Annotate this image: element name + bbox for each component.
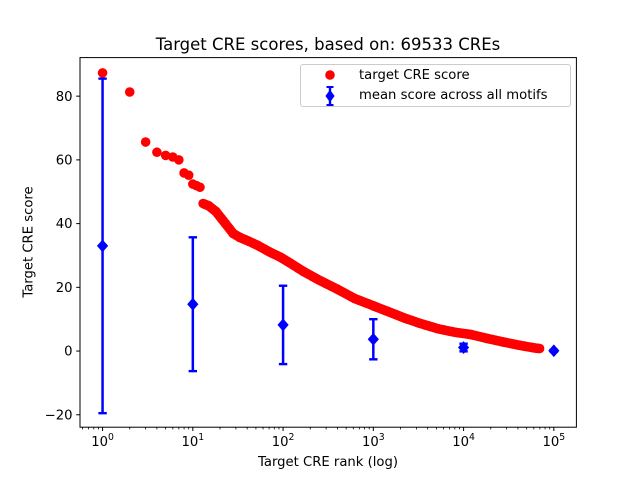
y-tick-label: 0 xyxy=(64,345,72,360)
legend-item-mean-score: mean score across all motifs xyxy=(301,85,570,107)
y-axis-label: Target CRE score xyxy=(21,186,37,298)
legend-label: mean score across all motifs xyxy=(359,88,548,104)
x-tick-label: 101 xyxy=(181,432,204,450)
blue-diamond-errorbar-icon xyxy=(301,85,359,107)
red-series-target-cre-score xyxy=(97,68,545,354)
x-tick-label: 104 xyxy=(452,432,475,450)
x-axis-ticks: 100 101 102 103 104 105 xyxy=(82,427,565,450)
x-tick-label: 105 xyxy=(542,432,565,450)
x-tick-label: 103 xyxy=(362,432,385,450)
x-tick-label: 100 xyxy=(91,432,114,450)
y-axis-ticks: −20 0 20 40 60 80 xyxy=(45,90,80,423)
y-tick-label: 80 xyxy=(56,90,73,105)
chart-title: Target CRE scores, based on: 69533 CREs xyxy=(155,35,501,54)
y-tick-label: −20 xyxy=(45,408,73,423)
y-tick-label: 60 xyxy=(56,153,73,168)
blue-series-mean-score xyxy=(96,77,560,415)
legend: target CRE score mean score across all m… xyxy=(300,64,571,107)
legend-item-target-cre-score: target CRE score xyxy=(301,65,570,85)
y-tick-label: 20 xyxy=(56,281,73,296)
red-circle-icon xyxy=(301,68,359,82)
legend-label: target CRE score xyxy=(359,67,470,83)
plot-border xyxy=(79,57,577,428)
x-axis-label: Target CRE rank (log) xyxy=(258,455,398,470)
x-tick-label: 102 xyxy=(272,432,295,450)
y-tick-label: 40 xyxy=(56,217,73,232)
